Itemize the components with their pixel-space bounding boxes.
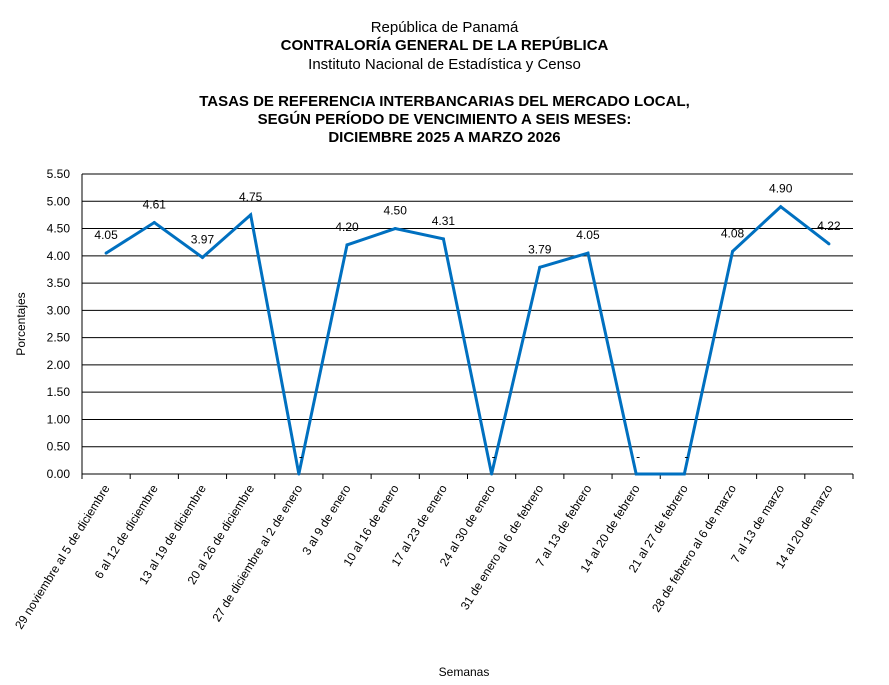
data-label: 4.08 — [721, 226, 745, 240]
data-point — [634, 472, 638, 476]
y-tick-label: 2.00 — [47, 358, 71, 372]
data-label: - — [299, 449, 303, 463]
data-point — [827, 242, 831, 246]
data-label: - — [684, 449, 688, 463]
data-label: 4.05 — [94, 228, 118, 242]
y-tick-label: 0.50 — [47, 440, 71, 454]
data-point — [152, 221, 156, 225]
y-tick-label: 0.00 — [47, 467, 71, 481]
data-point — [779, 205, 783, 209]
data-point — [731, 249, 735, 253]
chart-title-3: DICIEMBRE 2025 A MARZO 2026 — [328, 129, 561, 146]
chart-title-2: SEGÚN PERÍODO DE VENCIMIENTO A SEIS MESE… — [257, 111, 632, 128]
data-label: 4.75 — [239, 190, 263, 204]
y-tick-label: 5.50 — [47, 167, 71, 181]
data-label: 4.61 — [143, 198, 167, 212]
y-tick-label: 3.00 — [47, 303, 71, 317]
x-tick-label: 3 al 9 de enero — [299, 482, 353, 558]
data-label: 3.79 — [528, 242, 552, 256]
x-tick-label: 29 noviembre al 5 de diciembre — [12, 482, 113, 632]
institution-heading: CONTRALORÍA GENERAL DE LA REPÚBLICA — [280, 37, 609, 54]
data-point — [249, 213, 253, 217]
data-label: 4.31 — [432, 214, 456, 228]
data-label: 3.97 — [191, 232, 215, 246]
y-tick-label: 4.50 — [47, 222, 71, 236]
y-tick-label: 2.50 — [47, 331, 71, 345]
data-point — [682, 472, 686, 476]
data-point — [441, 237, 445, 241]
data-point — [345, 243, 349, 247]
y-tick-label: 5.00 — [47, 194, 71, 208]
x-tick-label: 28 de febrero al 6 de marzo — [649, 482, 739, 615]
y-axis-title: Porcentajes — [14, 292, 28, 355]
data-point — [490, 472, 494, 476]
data-label: 4.90 — [769, 182, 793, 196]
y-tick-label: 3.50 — [47, 276, 71, 290]
series-line — [105, 204, 830, 476]
data-label: 4.20 — [335, 220, 359, 234]
data-point — [538, 265, 542, 269]
data-label: 4.05 — [576, 228, 600, 242]
data-point — [200, 255, 204, 259]
y-tick-label: 4.00 — [47, 249, 71, 263]
x-tick-label: 27 de diciembre al 2 de enero — [209, 482, 305, 624]
y-tick-label: 1.50 — [47, 385, 71, 399]
data-label: 4.50 — [384, 204, 408, 218]
data-label: 4.22 — [817, 219, 841, 233]
data-point — [586, 251, 590, 255]
institute-heading: Instituto Nacional de Estadística y Cens… — [308, 56, 581, 73]
country-heading: República de Panamá — [370, 19, 519, 36]
data-point — [393, 227, 397, 231]
data-label: - — [636, 449, 640, 463]
data-label: - — [492, 449, 496, 463]
x-axis-title: Semanas — [439, 665, 490, 679]
y-tick-label: 1.00 — [47, 412, 71, 426]
data-point — [104, 251, 108, 255]
data-point — [297, 472, 301, 476]
chart-title-1: TASAS DE REFERENCIA INTERBANCARIAS DEL M… — [199, 93, 690, 110]
x-tick-label: 31 de enero al 6 de febrero — [458, 482, 547, 612]
